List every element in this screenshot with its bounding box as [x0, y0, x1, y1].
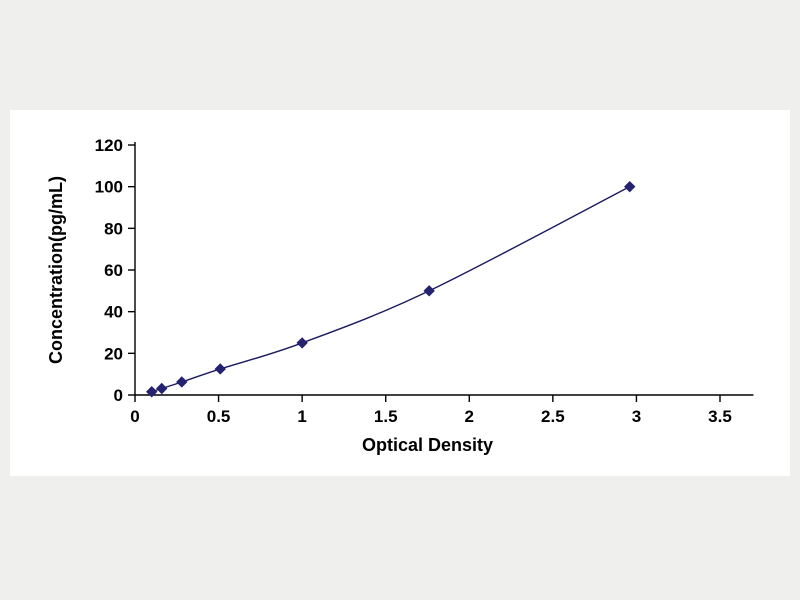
x-tick-label: 3.5 — [708, 407, 732, 426]
y-tick-label: 0 — [114, 386, 123, 405]
data-point-marker — [176, 376, 188, 388]
data-point-marker — [296, 337, 308, 349]
chart-svg: 0 0.5 1 1.5 2 2.5 3 3.5 0 20 40 60 80 100 120 Optical D… — [46, 136, 754, 455]
elisa-standard-curve-chart: 0 0.5 1 1.5 2 2.5 3 3.5 0 20 40 60 80 100 120 Optical D… — [10, 110, 790, 476]
x-tick-label: 0.5 — [207, 407, 231, 426]
series-line — [151, 186, 631, 393]
x-tick-label: 1.5 — [374, 407, 398, 426]
y-axis-title: Concentration(pg/mL) — [46, 176, 66, 364]
y-tick-label: 80 — [104, 219, 123, 238]
y-tick-label: 20 — [104, 344, 123, 363]
x-tick-label: 1 — [297, 407, 306, 426]
y-tick-label: 40 — [104, 303, 123, 322]
y-tick-label: 120 — [95, 136, 123, 155]
x-axis-title: Optical Density — [362, 435, 493, 455]
y-tick-label: 60 — [104, 261, 123, 280]
y-tick-label: 100 — [95, 178, 123, 197]
data-point-marker — [156, 382, 168, 395]
x-tick-label: 2.5 — [541, 407, 565, 426]
x-tick-label: 0 — [130, 407, 139, 426]
data-point-marker — [624, 180, 636, 193]
data-point-marker — [423, 285, 435, 297]
x-tick-label: 3 — [632, 407, 641, 426]
x-tick-label: 2 — [465, 407, 474, 426]
data-point-marker — [146, 386, 158, 398]
data-point-marker — [214, 363, 226, 375]
